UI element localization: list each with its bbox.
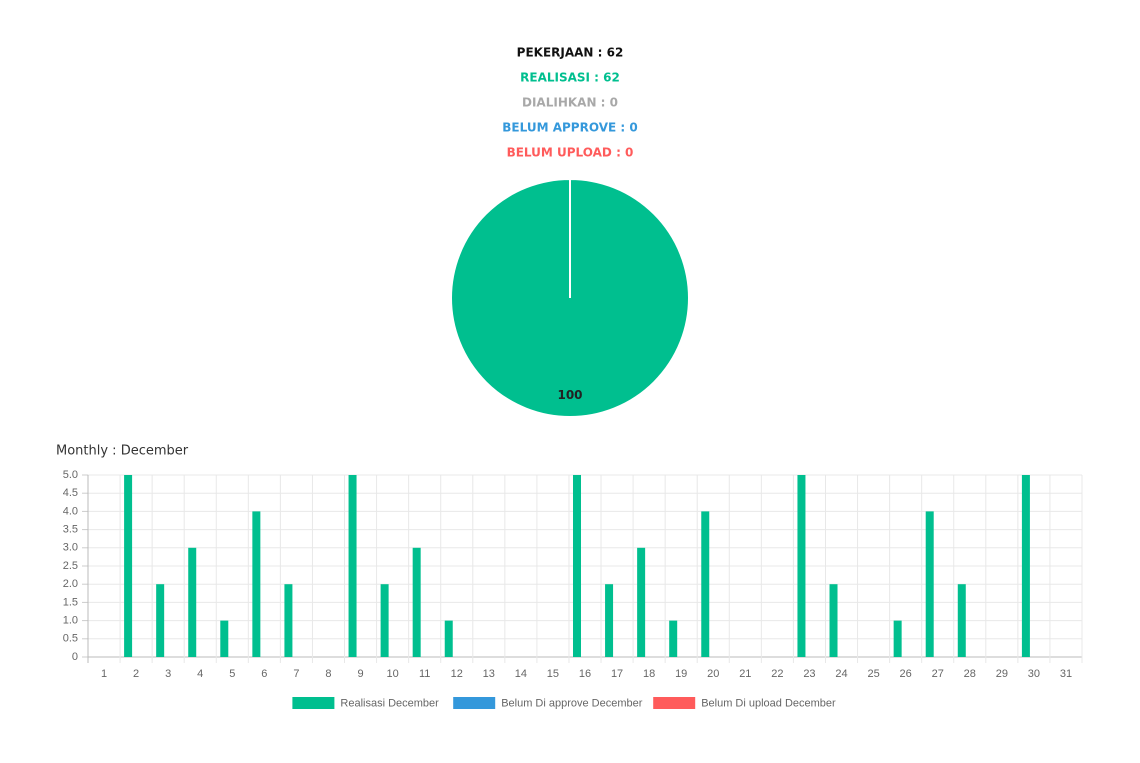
bar bbox=[701, 511, 710, 657]
x-tick-label: 28 bbox=[964, 668, 976, 680]
legend-label: Realisasi December bbox=[340, 697, 439, 709]
bar bbox=[156, 584, 165, 657]
bar bbox=[220, 620, 229, 657]
y-tick-label: 0 bbox=[72, 651, 78, 663]
chart-title: Monthly : December bbox=[56, 444, 189, 459]
legend-swatch bbox=[453, 697, 496, 709]
y-tick-label: 0.5 bbox=[63, 633, 78, 645]
bar bbox=[957, 584, 966, 657]
y-tick-label: 1.5 bbox=[63, 596, 78, 608]
x-tick-label: 19 bbox=[675, 668, 687, 680]
x-tick-label: 29 bbox=[996, 668, 1008, 680]
bar bbox=[444, 620, 453, 657]
y-tick-label: 3.0 bbox=[63, 542, 78, 554]
x-tick-label: 1 bbox=[101, 668, 107, 680]
bar bbox=[573, 475, 581, 657]
bar bbox=[797, 475, 806, 657]
x-tick-label: 7 bbox=[293, 668, 299, 680]
bar bbox=[124, 475, 133, 657]
x-tick-label: 21 bbox=[739, 668, 751, 680]
y-tick-label: 2.0 bbox=[63, 578, 78, 590]
x-tick-label: 26 bbox=[900, 668, 912, 680]
x-tick-label: 13 bbox=[483, 668, 495, 680]
pie-label: 100 bbox=[557, 388, 582, 402]
bar bbox=[412, 547, 421, 657]
x-tick-label: 8 bbox=[325, 668, 331, 680]
summary-line: BELUM UPLOAD : 0 bbox=[507, 146, 634, 160]
bar bbox=[284, 584, 293, 657]
bar bbox=[380, 584, 389, 657]
bar bbox=[605, 584, 614, 657]
y-tick-label: 2.5 bbox=[63, 560, 78, 572]
x-tick-label: 20 bbox=[707, 668, 719, 680]
x-tick-label: 3 bbox=[165, 668, 171, 680]
pie-slice bbox=[450, 177, 690, 419]
summary-line: PEKERJAAN : 62 bbox=[517, 46, 624, 60]
y-tick-label: 5.0 bbox=[63, 469, 78, 481]
legend-label: Belum Di upload December bbox=[701, 697, 836, 709]
bar bbox=[1021, 475, 1030, 657]
x-tick-label: 22 bbox=[771, 668, 783, 680]
summary-line: DIALIHKAN : 0 bbox=[522, 96, 618, 110]
x-tick-label: 25 bbox=[867, 668, 879, 680]
y-tick-label: 1.0 bbox=[63, 615, 78, 627]
legend-label: Belum Di approve December bbox=[501, 697, 643, 709]
x-tick-label: 9 bbox=[357, 668, 363, 680]
x-tick-label: 31 bbox=[1060, 668, 1072, 680]
x-tick-label: 6 bbox=[261, 668, 267, 680]
legend-swatch bbox=[653, 697, 696, 709]
bar bbox=[348, 475, 357, 657]
summary-line: BELUM APPROVE : 0 bbox=[502, 121, 637, 135]
y-tick-label: 4.5 bbox=[63, 487, 78, 499]
x-tick-label: 30 bbox=[1028, 668, 1040, 680]
x-tick-label: 14 bbox=[515, 668, 527, 680]
summary-line: REALISASI : 62 bbox=[520, 71, 620, 85]
bar bbox=[829, 584, 838, 657]
x-tick-label: 2 bbox=[133, 668, 139, 680]
x-tick-label: 18 bbox=[643, 668, 655, 680]
legend-swatch bbox=[292, 697, 335, 709]
y-tick-label: 4.0 bbox=[63, 505, 78, 517]
x-tick-label: 24 bbox=[835, 668, 847, 680]
bar bbox=[252, 511, 261, 657]
x-tick-label: 16 bbox=[579, 668, 591, 680]
bar bbox=[637, 547, 646, 657]
x-tick-label: 17 bbox=[611, 668, 623, 680]
x-tick-label: 12 bbox=[451, 668, 463, 680]
bar bbox=[669, 620, 678, 657]
x-tick-label: 10 bbox=[386, 668, 398, 680]
x-tick-label: 27 bbox=[932, 668, 944, 680]
x-tick-label: 23 bbox=[803, 668, 815, 680]
x-tick-label: 5 bbox=[229, 668, 235, 680]
bar bbox=[188, 547, 197, 657]
y-tick-label: 3.5 bbox=[63, 524, 78, 536]
x-tick-label: 11 bbox=[419, 668, 430, 680]
bar bbox=[893, 620, 902, 657]
bar bbox=[925, 511, 934, 657]
x-tick-label: 4 bbox=[197, 668, 203, 680]
x-tick-label: 15 bbox=[547, 668, 559, 680]
